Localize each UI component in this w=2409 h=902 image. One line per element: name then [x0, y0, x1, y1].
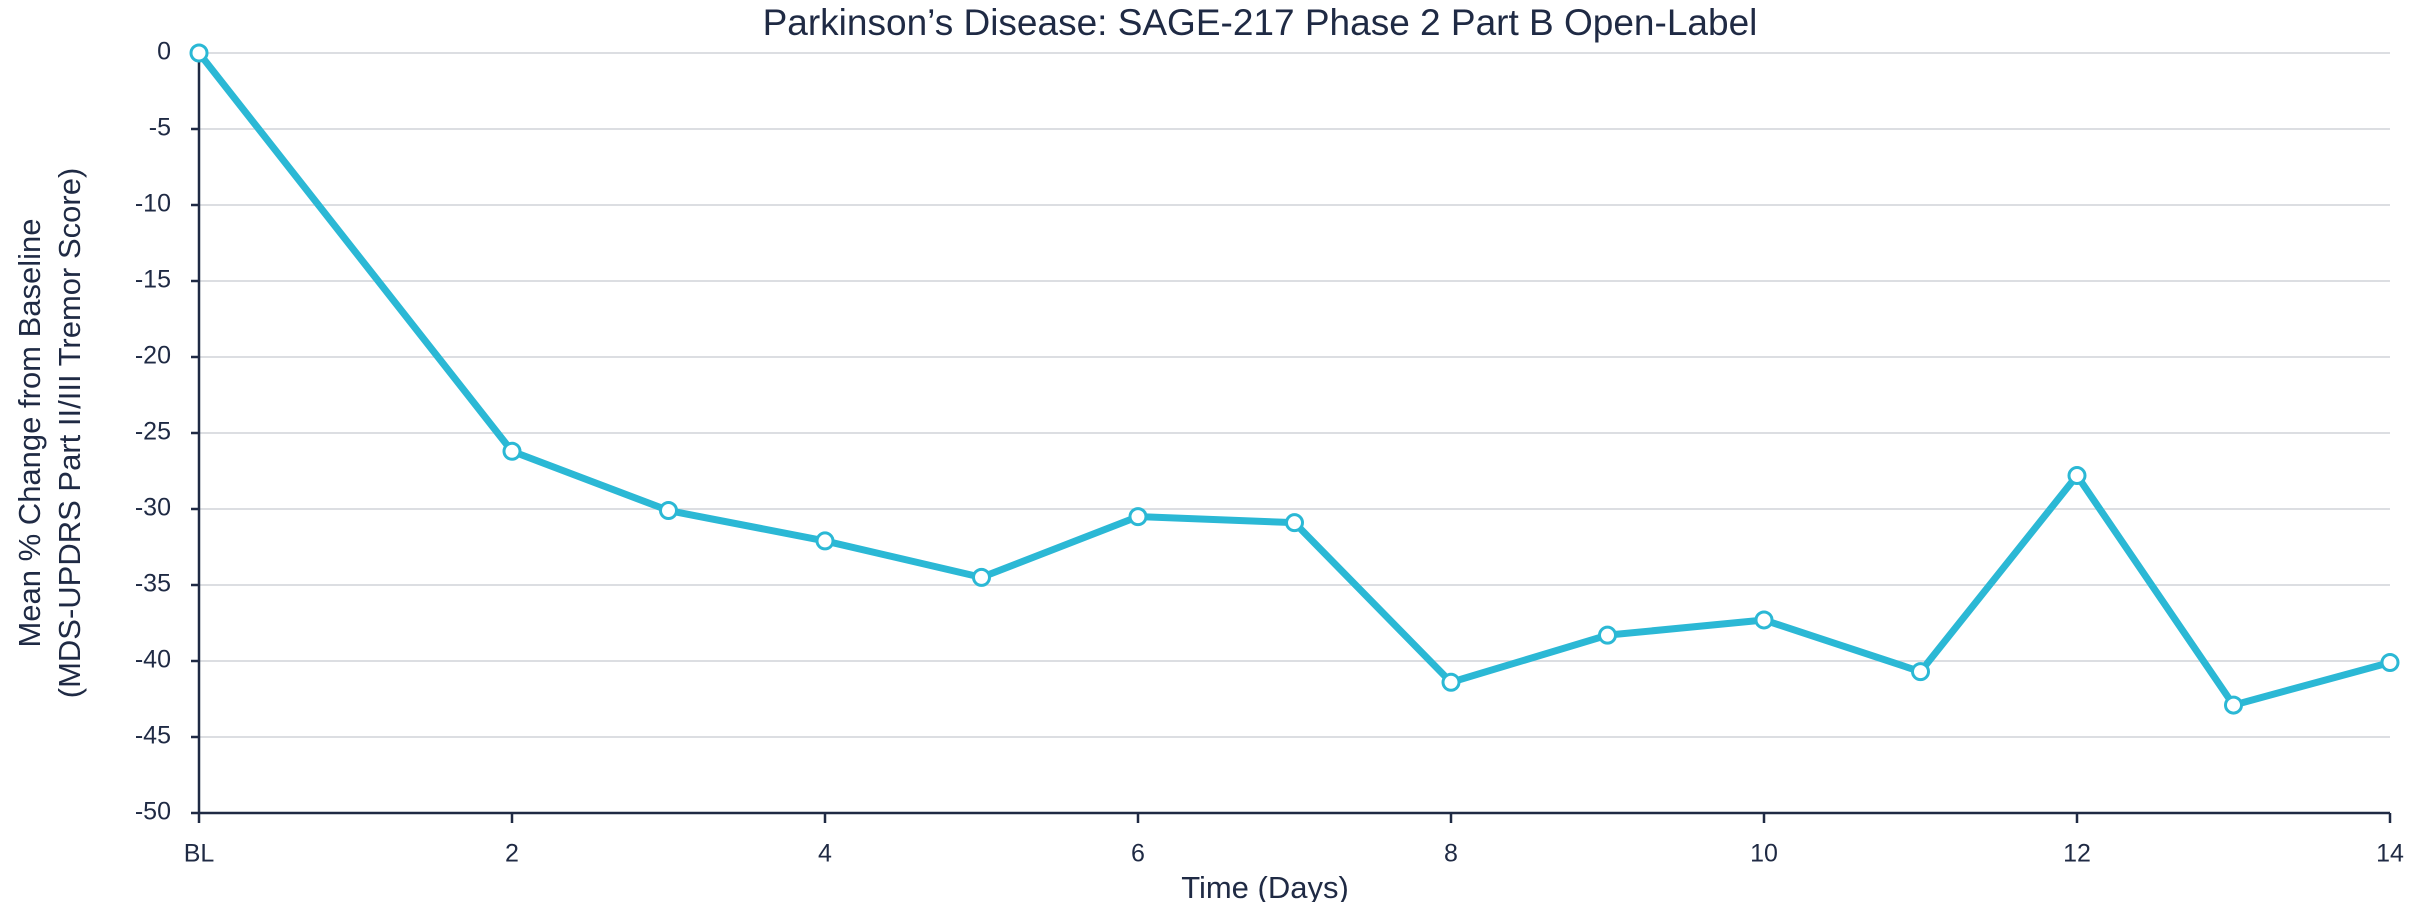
- chart-title: Parkinson’s Disease: SAGE-217 Phase 2 Pa…: [763, 2, 1758, 43]
- data-point: [1754, 610, 1774, 630]
- y-tick-label: -10: [135, 190, 171, 218]
- data-line: [196, 50, 2391, 709]
- y-tick-label: -50: [135, 798, 171, 826]
- y-tick-label: -30: [135, 494, 171, 522]
- y-tick-label: -25: [135, 418, 171, 446]
- data-point: [1441, 672, 1461, 692]
- y-tick-label: 0: [157, 38, 171, 66]
- data-point: [2380, 653, 2400, 673]
- y-tick-label: -40: [135, 646, 171, 674]
- data-point: [189, 43, 209, 63]
- data-point: [502, 441, 522, 461]
- data-point: [1598, 625, 1617, 645]
- x-tick-label: 4: [818, 840, 832, 868]
- y-tick-label: -35: [135, 570, 171, 598]
- data-point: [972, 567, 991, 587]
- data-point: [2224, 695, 2243, 715]
- x-axis-label: Time (Days): [1181, 870, 1349, 902]
- y-axis-label: Mean % Change from Baseline: [12, 218, 47, 647]
- data-point: [1285, 513, 1304, 533]
- y-tick-label: -5: [149, 114, 171, 142]
- data-point: [1128, 507, 1148, 527]
- y-axis-label: (MDS-UPDRS Part II/III Tremor Score): [52, 168, 87, 699]
- y-tick-label: -20: [135, 342, 171, 370]
- y-tick-label: -45: [135, 722, 171, 750]
- x-tick-label: 6: [1131, 840, 1145, 868]
- y-tick-label: -15: [135, 266, 171, 294]
- data-point: [815, 531, 835, 551]
- x-tick-label: BL: [184, 840, 215, 868]
- x-tick-label: 2: [505, 840, 519, 868]
- data-point: [659, 501, 678, 521]
- data-point: [1911, 662, 1930, 682]
- data-point: [2067, 466, 2087, 486]
- x-tick-label: 10: [1750, 840, 1778, 868]
- x-tick-label: 14: [2376, 840, 2404, 868]
- x-tick-label: 8: [1444, 840, 1458, 868]
- x-tick-label: 12: [2063, 840, 2091, 868]
